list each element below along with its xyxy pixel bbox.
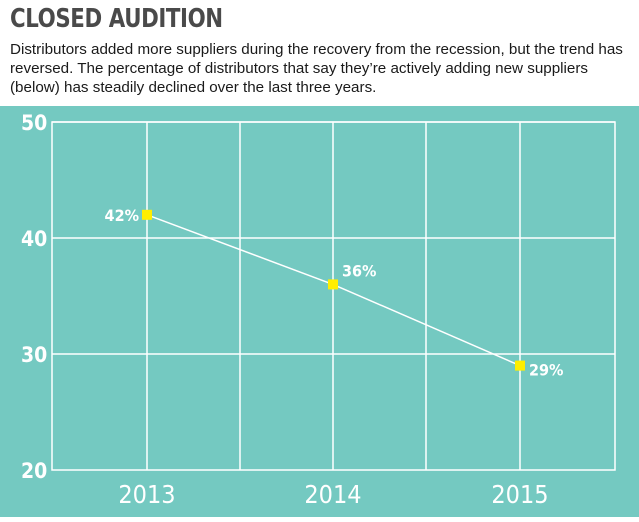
chart-area: 50 40 30 20 2013 2014 2015 42% 36% 29% [0, 106, 639, 517]
line-chart: 50 40 30 20 2013 2014 2015 42% 36% 29% [0, 106, 639, 517]
y-tick-label: 20 [21, 459, 47, 483]
data-label: 42% [105, 206, 139, 225]
y-tick-label: 30 [21, 343, 47, 367]
data-point [328, 279, 338, 290]
data-label: 29% [529, 361, 563, 380]
y-tick-label: 50 [21, 111, 47, 135]
chart-title: CLOSED AUDITION [10, 4, 223, 34]
chart-background [0, 106, 639, 517]
x-tick-label: 2014 [304, 480, 361, 509]
x-tick-label: 2015 [491, 480, 548, 509]
x-tick-label: 2013 [118, 480, 175, 509]
chart-subtitle: Distributors added more suppliers during… [10, 41, 623, 96]
data-point [142, 209, 152, 220]
data-label: 36% [342, 261, 376, 280]
data-point [515, 360, 525, 371]
y-tick-label: 40 [21, 227, 47, 251]
